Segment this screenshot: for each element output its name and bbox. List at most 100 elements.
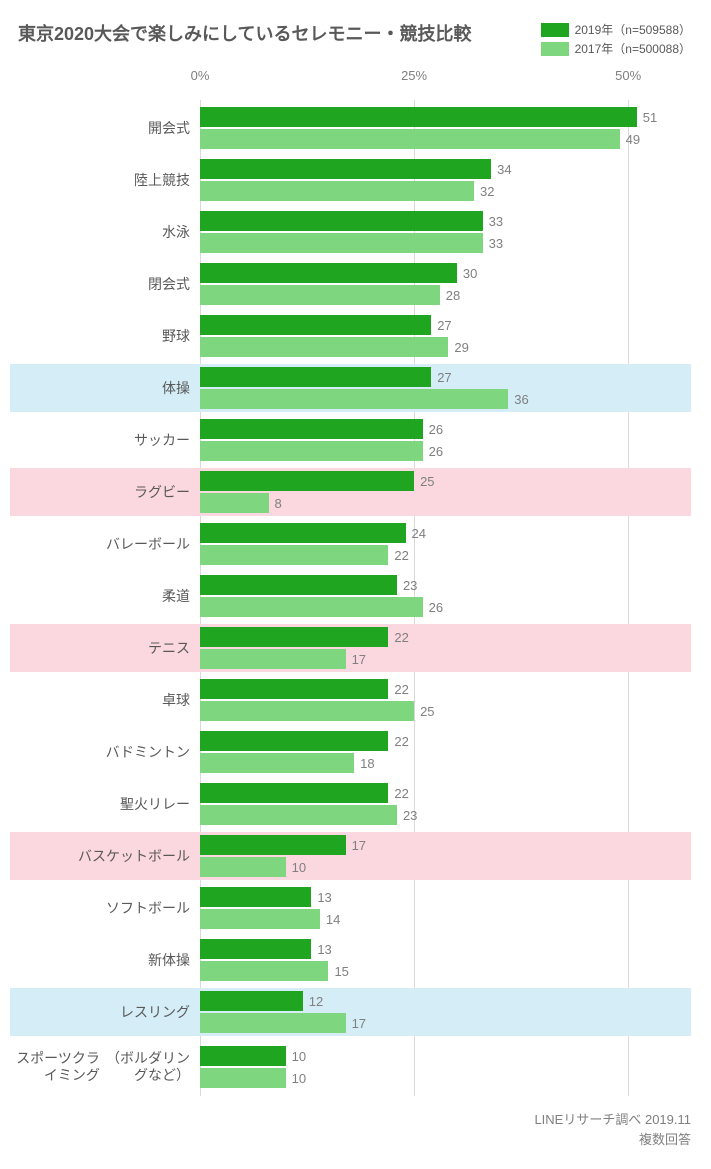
legend-item: 2019年（n=509588） bbox=[541, 20, 691, 39]
bar-wrap-2019: 22 bbox=[200, 783, 671, 803]
bar-2017 bbox=[200, 701, 414, 721]
bar-wrap-2019: 13 bbox=[200, 939, 671, 959]
bar-2017 bbox=[200, 1068, 286, 1088]
row-bars: 1710 bbox=[200, 830, 671, 882]
bar-wrap-2019: 27 bbox=[200, 315, 671, 335]
category-label: 開会式 bbox=[10, 102, 200, 154]
row-bars: 1010 bbox=[200, 1038, 671, 1096]
bar-value-2019: 24 bbox=[406, 526, 426, 541]
bar-wrap-2017: 26 bbox=[200, 441, 671, 461]
bar-value-2017: 8 bbox=[269, 496, 282, 511]
row-bars: 3333 bbox=[200, 206, 671, 258]
category-label: バスケットボール bbox=[10, 830, 200, 882]
bar-2017 bbox=[200, 285, 440, 305]
bar-wrap-2019: 51 bbox=[200, 107, 671, 127]
row-bars: 2626 bbox=[200, 414, 671, 466]
bar-2019 bbox=[200, 575, 397, 595]
bar-2017 bbox=[200, 493, 269, 513]
bar-value-2017: 26 bbox=[423, 444, 443, 459]
chart-row: 柔道 23 26 bbox=[10, 570, 671, 622]
category-label: 柔道 bbox=[10, 570, 200, 622]
chart-header: 東京2020大会で楽しみにしているセレモニー・競技比較 2019年（n=5095… bbox=[10, 20, 691, 58]
bar-wrap-2017: 32 bbox=[200, 181, 671, 201]
row-bars: 2217 bbox=[200, 622, 671, 674]
chart-row: スポーツクライミング（ボルダリングなど）1010 bbox=[10, 1038, 671, 1096]
bar-2019 bbox=[200, 783, 388, 803]
bar-value-2017: 14 bbox=[320, 912, 340, 927]
bar-value-2019: 22 bbox=[388, 630, 408, 645]
bar-2019 bbox=[200, 731, 388, 751]
bar-value-2019: 12 bbox=[303, 994, 323, 1009]
bar-value-2017: 25 bbox=[414, 704, 434, 719]
bar-2019 bbox=[200, 835, 346, 855]
bar-wrap-2017: 26 bbox=[200, 597, 671, 617]
bar-value-2019: 22 bbox=[388, 734, 408, 749]
legend-label: 2017年（n=500088） bbox=[575, 40, 691, 57]
chart-row: テニス2217 bbox=[10, 622, 671, 674]
bar-value-2019: 23 bbox=[397, 578, 417, 593]
bar-2017 bbox=[200, 389, 508, 409]
category-label: 水泳 bbox=[10, 206, 200, 258]
bar-value-2017: 10 bbox=[286, 1071, 306, 1086]
category-label: 卓球 bbox=[10, 674, 200, 726]
category-label: 陸上競技 bbox=[10, 154, 200, 206]
row-bars: 258 bbox=[200, 466, 671, 518]
row-bars: 2729 bbox=[200, 310, 671, 362]
bar-value-2017: 29 bbox=[448, 340, 468, 355]
chart-row: 開会式5149 bbox=[10, 102, 671, 154]
bar-value-2017: 15 bbox=[328, 964, 348, 979]
legend: 2019年（n=509588） 2017年（n=500088） bbox=[541, 20, 691, 58]
bar-2017 bbox=[200, 857, 286, 877]
category-label: 体操 bbox=[10, 362, 200, 414]
category-label: 新体操 bbox=[10, 934, 200, 986]
chart-row: 体操2736 bbox=[10, 362, 671, 414]
bar-value-2017: 49 bbox=[620, 132, 640, 147]
bar-2019 bbox=[200, 679, 388, 699]
bar-wrap-2019: 33 bbox=[200, 211, 671, 231]
bar-2019 bbox=[200, 159, 491, 179]
bar-wrap-2019: 30 bbox=[200, 263, 671, 283]
row-bars: 1315 bbox=[200, 934, 671, 986]
bar-2019 bbox=[200, 471, 414, 491]
category-label: 野球 bbox=[10, 310, 200, 362]
bar-2019 bbox=[200, 419, 423, 439]
category-label: ソフトボール bbox=[10, 882, 200, 934]
axis-tick: 25% bbox=[401, 68, 427, 83]
axis-tick: 50% bbox=[615, 68, 641, 83]
bar-value-2019: 27 bbox=[431, 370, 451, 385]
category-label: テニス bbox=[10, 622, 200, 674]
axis-tick: 0% bbox=[191, 68, 210, 83]
bar-wrap-2019: 13 bbox=[200, 887, 671, 907]
bar-wrap-2019: 10 bbox=[200, 1046, 671, 1066]
bar-2017 bbox=[200, 181, 474, 201]
bar-value-2019: 34 bbox=[491, 162, 511, 177]
bar-2019 bbox=[200, 367, 431, 387]
chart-row: サッカー2626 bbox=[10, 414, 671, 466]
bar-2019 bbox=[200, 887, 311, 907]
chart-row: ラグビー258 bbox=[10, 466, 671, 518]
bar-wrap-2017: 49 bbox=[200, 129, 671, 149]
footer-source: LINEリサーチ調べ 2019.11 bbox=[10, 1110, 691, 1130]
legend-item: 2017年（n=500088） bbox=[541, 39, 691, 58]
legend-swatch bbox=[541, 23, 569, 37]
chart-row: バレーボール2422 bbox=[10, 518, 671, 570]
bar-2019 bbox=[200, 315, 431, 335]
bar-wrap-2017: 28 bbox=[200, 285, 671, 305]
bar-value-2017: 32 bbox=[474, 184, 494, 199]
bar-wrap-2017: 8 bbox=[200, 493, 671, 513]
row-bars: 1314 bbox=[200, 882, 671, 934]
bar-2017 bbox=[200, 909, 320, 929]
bar-2017 bbox=[200, 337, 448, 357]
row-bars: 5149 bbox=[200, 102, 671, 154]
chart-row: バスケットボール1710 bbox=[10, 830, 671, 882]
row-bars: 2736 bbox=[200, 362, 671, 414]
bar-wrap-2017: 23 bbox=[200, 805, 671, 825]
row-bars: 2225 bbox=[200, 674, 671, 726]
category-label: レスリング bbox=[10, 986, 200, 1038]
legend-label: 2019年（n=509588） bbox=[575, 21, 691, 38]
bar-value-2017: 10 bbox=[286, 860, 306, 875]
bar-2019 bbox=[200, 263, 457, 283]
bar-value-2017: 18 bbox=[354, 756, 374, 771]
chart-body: 開会式5149陸上競技3432水泳3333閉会式3028野球2729体操2736… bbox=[10, 102, 671, 1096]
bar-2017 bbox=[200, 233, 483, 253]
